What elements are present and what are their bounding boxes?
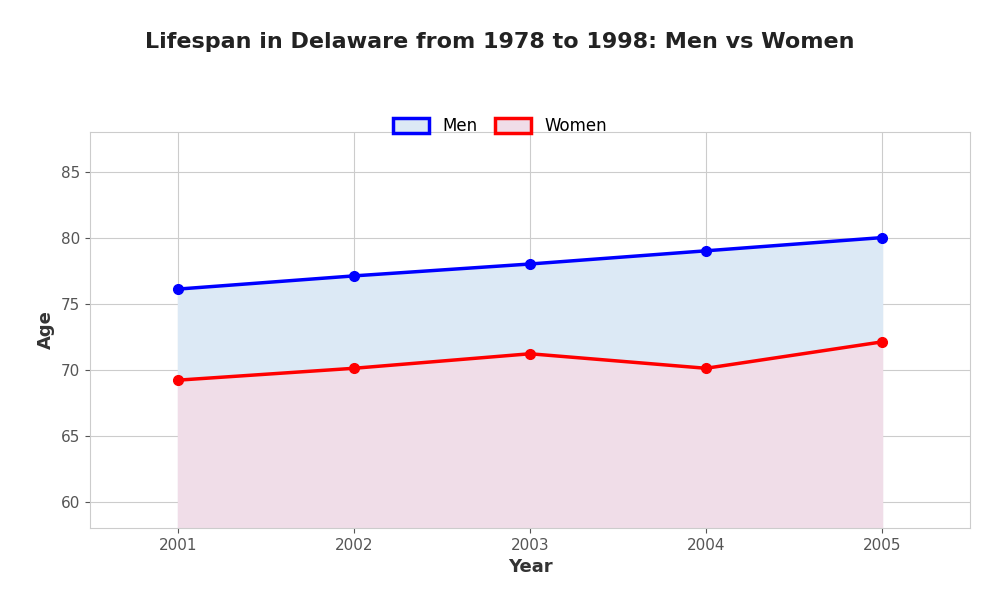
- Text: Lifespan in Delaware from 1978 to 1998: Men vs Women: Lifespan in Delaware from 1978 to 1998: …: [145, 32, 855, 52]
- Y-axis label: Age: Age: [37, 311, 55, 349]
- Legend: Men, Women: Men, Women: [386, 110, 614, 142]
- X-axis label: Year: Year: [508, 558, 552, 576]
